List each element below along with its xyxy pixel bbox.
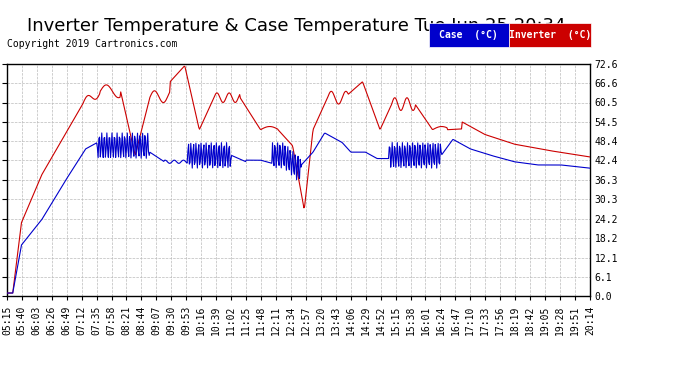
Text: Copyright 2019 Cartronics.com: Copyright 2019 Cartronics.com [7,39,177,50]
Text: Inverter  (°C): Inverter (°C) [509,30,591,40]
Text: Case  (°C): Case (°C) [440,30,498,40]
Text: Inverter Temperature & Case Temperature Tue Jun 25 20:34: Inverter Temperature & Case Temperature … [28,17,566,35]
